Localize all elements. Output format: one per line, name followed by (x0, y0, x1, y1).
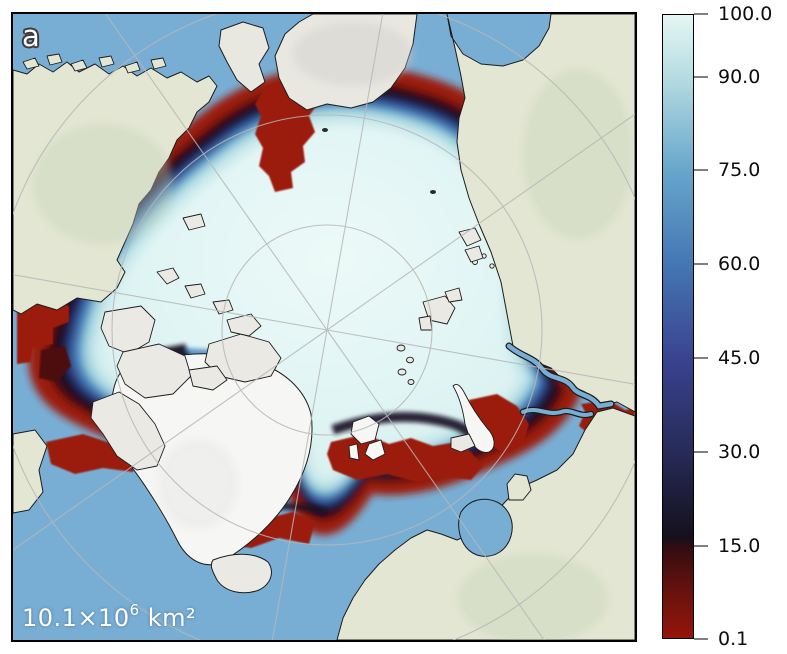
colorbar-tick (694, 169, 708, 171)
colorbar-tick-label: 0.1 (718, 628, 749, 650)
speck-island (322, 128, 328, 132)
latitude-circle-70n (111, 114, 543, 546)
texture-blob (293, 22, 413, 86)
land-texture (33, 22, 633, 640)
extent-exponent: 6 (129, 601, 140, 619)
island-axel-heiberg (226, 313, 262, 337)
islet (397, 368, 407, 376)
colorbar-tick-label: 75.0 (718, 159, 761, 182)
white-sea (458, 498, 513, 557)
waterways (458, 342, 615, 557)
colorbar-tick-label: 45.0 (718, 347, 761, 370)
island-arctic-small (184, 283, 206, 299)
speck-island (430, 190, 436, 194)
colorbar-tick (694, 357, 708, 359)
island-wrangel (182, 213, 206, 231)
colorbar-gradient (662, 14, 694, 639)
island-arctic-small (156, 267, 180, 285)
red-patch-bering-2 (39, 346, 71, 382)
colorbar-tick (694, 263, 708, 265)
island-svalbard (350, 415, 380, 445)
colorbar: 100.0 90.0 75.0 60.0 45.0 30.0 15.0 0.1 (662, 3, 784, 650)
islet (407, 379, 415, 385)
texture-blob (158, 439, 238, 529)
island-novaya-zemlya (452, 383, 495, 453)
colorbar-tick (694, 13, 708, 15)
colorbar-tick (694, 451, 708, 453)
colorbar-tick (694, 76, 708, 77)
estuary-yenisei (521, 408, 593, 417)
colorbar-tick-label: 30.0 (718, 441, 761, 464)
texture-blob (458, 554, 608, 640)
texture-blob (33, 124, 173, 244)
red-patch-davis (46, 434, 140, 474)
island-victoria (116, 343, 192, 399)
arctic-sea-ice-map: a 10.1×106 km² (11, 12, 637, 642)
meridian-lines (13, 14, 635, 640)
map-artwork (13, 14, 635, 640)
colorbar-tick (694, 638, 708, 640)
land-iceland (210, 553, 272, 594)
estuary-ob (506, 343, 614, 409)
islet (396, 344, 406, 352)
colorbar-tick-label: 100.0 (718, 3, 773, 25)
latitude-circle-80n (221, 224, 433, 436)
red-patch-chukchi (255, 80, 319, 192)
land-labrador (13, 429, 48, 514)
islet (406, 356, 414, 364)
extent-value: 10.1×10 (22, 604, 130, 632)
red-patch-bering (17, 298, 69, 364)
island-franz-josef (418, 315, 433, 331)
island-svalbard-south (364, 439, 386, 461)
island-kolguyev (450, 433, 476, 453)
island-svalbard-edge (348, 443, 360, 461)
islands (22, 53, 495, 551)
island-devon (188, 365, 228, 391)
colorbar-tick-label: 90.0 (718, 65, 761, 88)
land-kanin (506, 473, 532, 501)
sea-ice-extent-label: 10.1×106 km² (22, 601, 197, 632)
islet (489, 263, 495, 269)
island-severnaya-zemlya (464, 245, 484, 263)
island-chain-bering (22, 53, 167, 74)
colorbar-tick-label: 15.0 (718, 534, 761, 557)
red-patch-barents (327, 434, 483, 482)
extent-unit: km² (139, 604, 197, 632)
land-new-siberian-islands (218, 21, 270, 93)
island-baffin (90, 391, 166, 471)
graticule (13, 14, 635, 640)
island-severnaya-zemlya (458, 227, 482, 247)
colorbar-tick-label: 60.0 (718, 253, 761, 275)
panel-label: a (22, 19, 40, 53)
colorbar-tick (694, 545, 708, 547)
island-franz-josef (444, 287, 463, 303)
